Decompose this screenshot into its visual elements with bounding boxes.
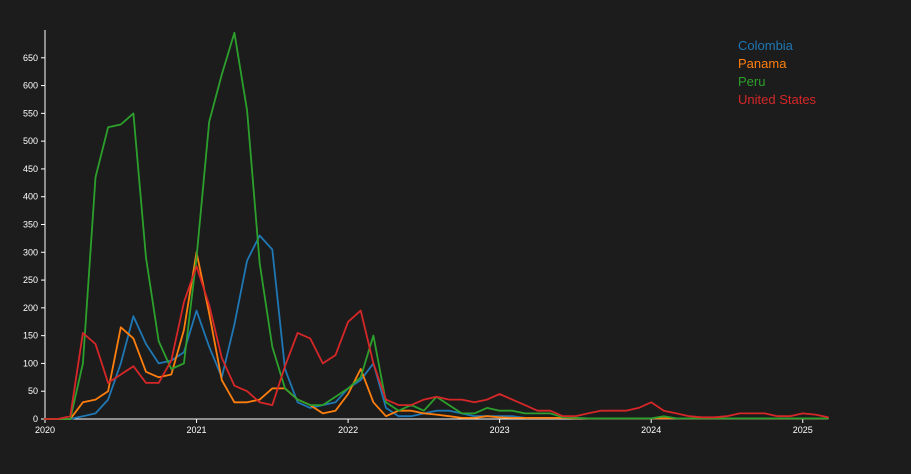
legend-entry-colombia: Colombia [738,38,794,53]
series-line-peru [44,31,829,420]
x-tick-label: 2023 [490,425,510,435]
y-tick-label: 450 [23,164,38,174]
series-line-colombia [44,234,829,420]
x-tick-label: 2020 [35,425,55,435]
y-tick-label: 0 [33,414,38,424]
y-tick-label: 350 [23,220,38,230]
x-tick-label: 2025 [793,425,813,435]
series-line-panama [44,251,829,420]
x-tick-label: 2022 [338,425,358,435]
y-tick-label: 600 [23,81,38,91]
y-tick-label: 550 [23,108,38,118]
x-tick-label: 2021 [187,425,207,435]
y-tick-label: 250 [23,275,38,285]
legend: Colombia Panama Peru United States [738,38,817,107]
legend-entry-panama: Panama [738,56,787,71]
y-tick-label: 400 [23,192,38,202]
legend-entry-united-states: United States [738,92,817,107]
legend-entry-peru: Peru [738,74,765,89]
y-tick-label: 200 [23,303,38,313]
y-tick-label: 150 [23,331,38,341]
series-line-united-states [44,265,829,420]
y-tick-label: 650 [23,53,38,63]
axes: 0 50 100 150 200 250 300 350 400 450 500 550 600 650 2… [23,30,828,435]
y-tick-label: 300 [23,247,38,257]
series-lines [44,31,829,420]
y-tick-label: 100 [23,358,38,368]
y-tick-label: 500 [23,136,38,146]
x-tick-label: 2024 [641,425,661,435]
y-tick-label: 50 [28,386,38,396]
